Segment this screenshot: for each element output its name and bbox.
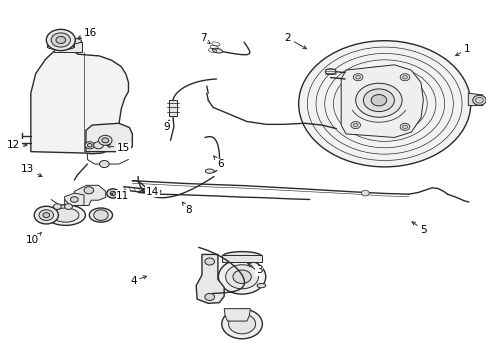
Circle shape [204, 258, 214, 265]
Circle shape [94, 210, 108, 220]
Text: 5: 5 [411, 222, 426, 235]
Circle shape [46, 30, 75, 51]
Circle shape [98, 135, 112, 145]
Circle shape [85, 142, 95, 149]
Circle shape [102, 138, 108, 143]
Circle shape [51, 33, 70, 47]
Circle shape [106, 189, 119, 198]
Circle shape [110, 192, 116, 195]
Text: 16: 16 [78, 28, 97, 39]
Text: 15: 15 [107, 143, 130, 153]
Polygon shape [196, 255, 224, 303]
Circle shape [84, 187, 94, 194]
Polygon shape [468, 93, 482, 105]
Polygon shape [31, 47, 128, 154]
Circle shape [70, 197, 78, 202]
Text: 6: 6 [213, 156, 223, 169]
Ellipse shape [325, 69, 335, 75]
Circle shape [355, 83, 401, 117]
Ellipse shape [46, 205, 85, 225]
Circle shape [399, 74, 409, 81]
Ellipse shape [53, 38, 81, 44]
Circle shape [43, 213, 50, 217]
Circle shape [355, 76, 360, 79]
Text: 10: 10 [26, 233, 41, 245]
Text: 12: 12 [7, 140, 27, 149]
Circle shape [402, 125, 407, 129]
Text: 7: 7 [200, 33, 210, 44]
Ellipse shape [52, 208, 79, 222]
Circle shape [222, 309, 262, 339]
Ellipse shape [218, 260, 265, 294]
Ellipse shape [205, 169, 214, 173]
Circle shape [228, 314, 255, 334]
Circle shape [87, 144, 92, 147]
Ellipse shape [257, 283, 265, 288]
Circle shape [370, 95, 386, 106]
Circle shape [56, 36, 65, 44]
Text: 13: 13 [21, 165, 42, 176]
Circle shape [39, 210, 53, 220]
Polygon shape [168, 100, 177, 116]
Circle shape [94, 142, 103, 149]
Circle shape [402, 76, 407, 79]
Circle shape [350, 122, 360, 129]
Circle shape [361, 190, 368, 196]
Circle shape [352, 123, 357, 127]
Polygon shape [341, 65, 423, 138]
Ellipse shape [225, 265, 258, 289]
Text: 2: 2 [284, 33, 306, 49]
Text: 9: 9 [163, 120, 170, 132]
Ellipse shape [232, 270, 251, 283]
Circle shape [352, 74, 362, 81]
Bar [53, 42, 81, 52]
Text: 4: 4 [130, 276, 146, 286]
Polygon shape [74, 185, 105, 206]
Circle shape [472, 95, 485, 105]
Ellipse shape [89, 208, 112, 222]
Text: 11: 11 [111, 191, 129, 201]
Circle shape [53, 204, 61, 210]
Circle shape [64, 204, 72, 210]
Polygon shape [86, 123, 132, 152]
Circle shape [204, 293, 214, 301]
Text: 3: 3 [247, 264, 262, 275]
Polygon shape [64, 193, 84, 206]
Circle shape [298, 41, 470, 167]
Ellipse shape [47, 45, 74, 50]
Circle shape [399, 123, 409, 130]
Circle shape [363, 89, 393, 112]
Text: 14: 14 [141, 187, 159, 197]
Text: 1: 1 [455, 44, 469, 56]
Circle shape [34, 206, 58, 224]
Ellipse shape [212, 48, 222, 53]
Ellipse shape [222, 252, 262, 261]
Bar [47, 39, 74, 47]
Bar [222, 255, 262, 261]
Polygon shape [224, 309, 250, 321]
Text: 8: 8 [182, 202, 192, 215]
Ellipse shape [152, 189, 161, 193]
Circle shape [99, 161, 109, 168]
